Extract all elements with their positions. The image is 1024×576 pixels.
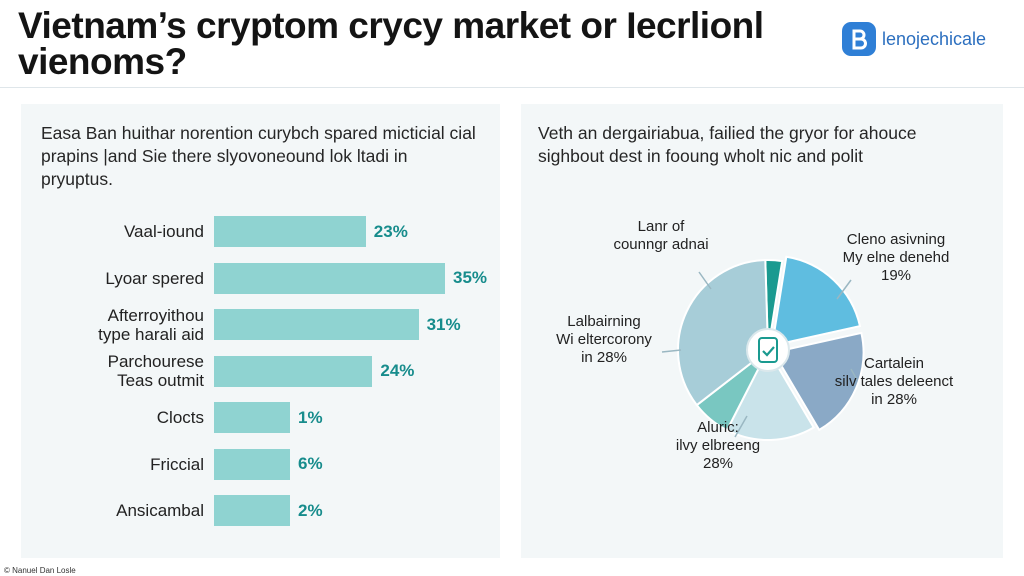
bar-chart-panel: Easa Ban huithar norention curybch spare… — [21, 104, 500, 558]
bar-value-label: 31% — [426, 314, 461, 334]
bar — [214, 216, 366, 247]
header-divider — [0, 87, 1024, 88]
bar-value-label: 23% — [373, 221, 408, 241]
bar — [214, 262, 445, 294]
bar-category-label: Parchourese Teas outmit — [107, 352, 204, 390]
bar — [214, 448, 290, 480]
pie-panel-description: Veth an dergairiabua, failied the gryor … — [538, 123, 917, 166]
pie-callout-label: Aluric: ilvy elbreeng 28% — [675, 419, 761, 472]
pie-slice — [725, 347, 816, 441]
pie-callout-label: Lanr of counngr adnai — [613, 218, 709, 253]
bar-value-label: 35% — [453, 268, 488, 287]
bar-panel-description: Easa Ban huithar norention curybch spare… — [41, 123, 476, 189]
footer-credit: © Nanuel Dan Losle — [4, 566, 76, 575]
bar — [214, 402, 290, 433]
bar-category-label: Clocts — [156, 408, 204, 427]
bar-category-label: Lyoar spered — [105, 268, 204, 288]
pie-callout-label: Cartalein silv tales deleenct in 28% — [834, 355, 954, 408]
bar-value-label: 1% — [298, 407, 323, 427]
brand-logo: lenojechicale — [842, 22, 986, 56]
bar-category-label: Friccial — [150, 454, 204, 474]
page-title: Vietnam’s cryptom crycy market or Iecrli… — [18, 5, 764, 82]
bar-category-label: Afterroyithou type harali aid — [98, 305, 204, 344]
logo-text: lenojechicale — [882, 28, 987, 49]
pie-slice — [770, 255, 862, 347]
pie-callout-label: Cleno asivning My elne denehd 19% — [842, 231, 950, 284]
bar — [214, 355, 373, 387]
bar-value-label: 2% — [298, 500, 323, 520]
center-badge — [746, 328, 790, 372]
clipboard-check-icon — [758, 337, 778, 363]
pie-slice — [677, 259, 770, 407]
pie-chart — [661, 255, 865, 441]
callout-leader-line — [734, 415, 748, 438]
bar-value-label: 6% — [298, 454, 323, 473]
callout-leader-line — [698, 271, 712, 290]
pie-slice — [771, 331, 865, 432]
bar-value-label: 24% — [380, 361, 415, 380]
bar-category-label: Vaal-iound — [123, 222, 204, 241]
callout-leader-line — [850, 368, 858, 381]
bar-category-label: Ansicambal — [116, 501, 204, 520]
pie-chart-panel: Veth an dergairiabua, failied the gryor … — [521, 104, 1003, 558]
bar — [214, 309, 419, 340]
bar — [214, 495, 290, 526]
callout-leader-line — [836, 279, 852, 300]
callout-leader-line — [661, 349, 682, 353]
pie-callout-label: Lalbairning Wi eltercorony in 28% — [556, 313, 652, 366]
logo-b-icon — [842, 22, 876, 56]
